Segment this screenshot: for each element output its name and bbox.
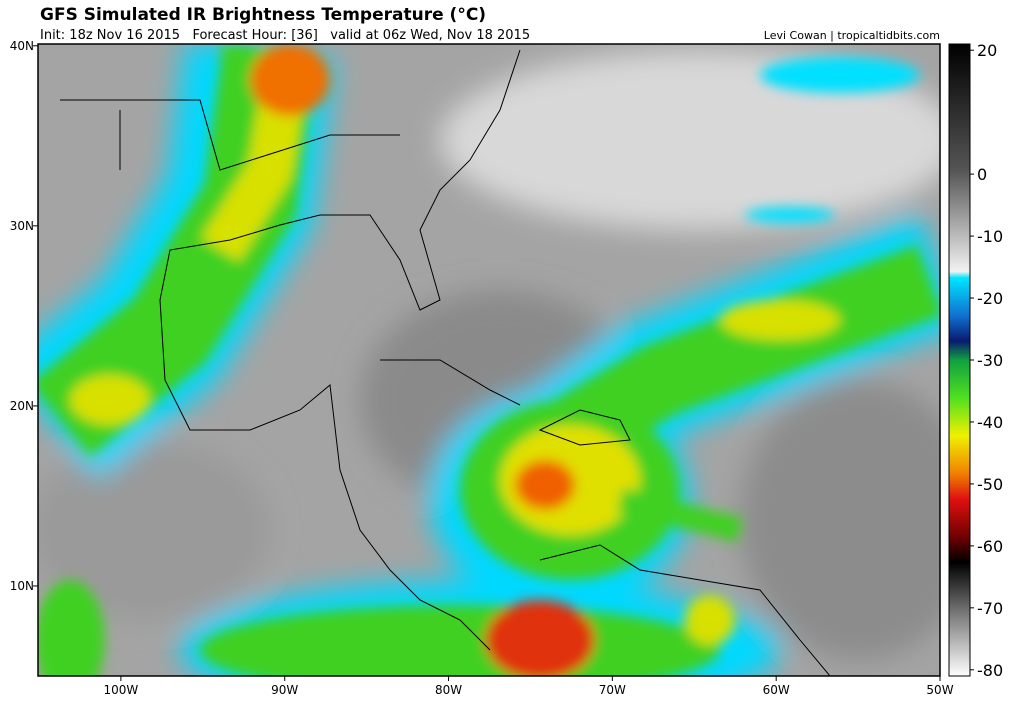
colorbar-tick-label: -20 xyxy=(977,289,1003,308)
colorbar-tick-label: 20 xyxy=(977,41,997,60)
colorbar-tick-label: -10 xyxy=(977,227,1003,246)
y-tick-label: 40N xyxy=(10,39,34,53)
y-tick-label: 30N xyxy=(10,219,34,233)
map-frame xyxy=(37,43,941,677)
x-tick-label: 90W xyxy=(271,683,298,697)
credit: Levi Cowan | tropicaltidbits.com xyxy=(764,29,940,42)
subtitle: Init: 18z Nov 16 2015 Forecast Hour: [36… xyxy=(40,28,530,43)
colorbar-tick-label: 0 xyxy=(977,165,987,184)
title: GFS Simulated IR Brightness Temperature … xyxy=(40,5,486,25)
x-tick-label: 70W xyxy=(599,683,626,697)
colorbar-tick-label: -60 xyxy=(977,537,1003,556)
y-tick-label: 10N xyxy=(10,579,34,593)
colorbar-tick-label: -30 xyxy=(977,351,1003,370)
colorbar-tick-label: -40 xyxy=(977,413,1003,432)
colorbar-tick-label: -80 xyxy=(977,661,1003,680)
colorbar xyxy=(948,43,971,677)
colorbar-tick-label: -50 xyxy=(977,475,1003,494)
x-tick-label: 50W xyxy=(926,683,953,697)
y-tick-label: 20N xyxy=(10,399,34,413)
x-tick-label: 60W xyxy=(763,683,790,697)
colorbar-tick-label: -70 xyxy=(977,599,1003,618)
satellite-image xyxy=(38,44,940,676)
x-tick-label: 80W xyxy=(435,683,462,697)
x-tick-label: 100W xyxy=(104,683,139,697)
